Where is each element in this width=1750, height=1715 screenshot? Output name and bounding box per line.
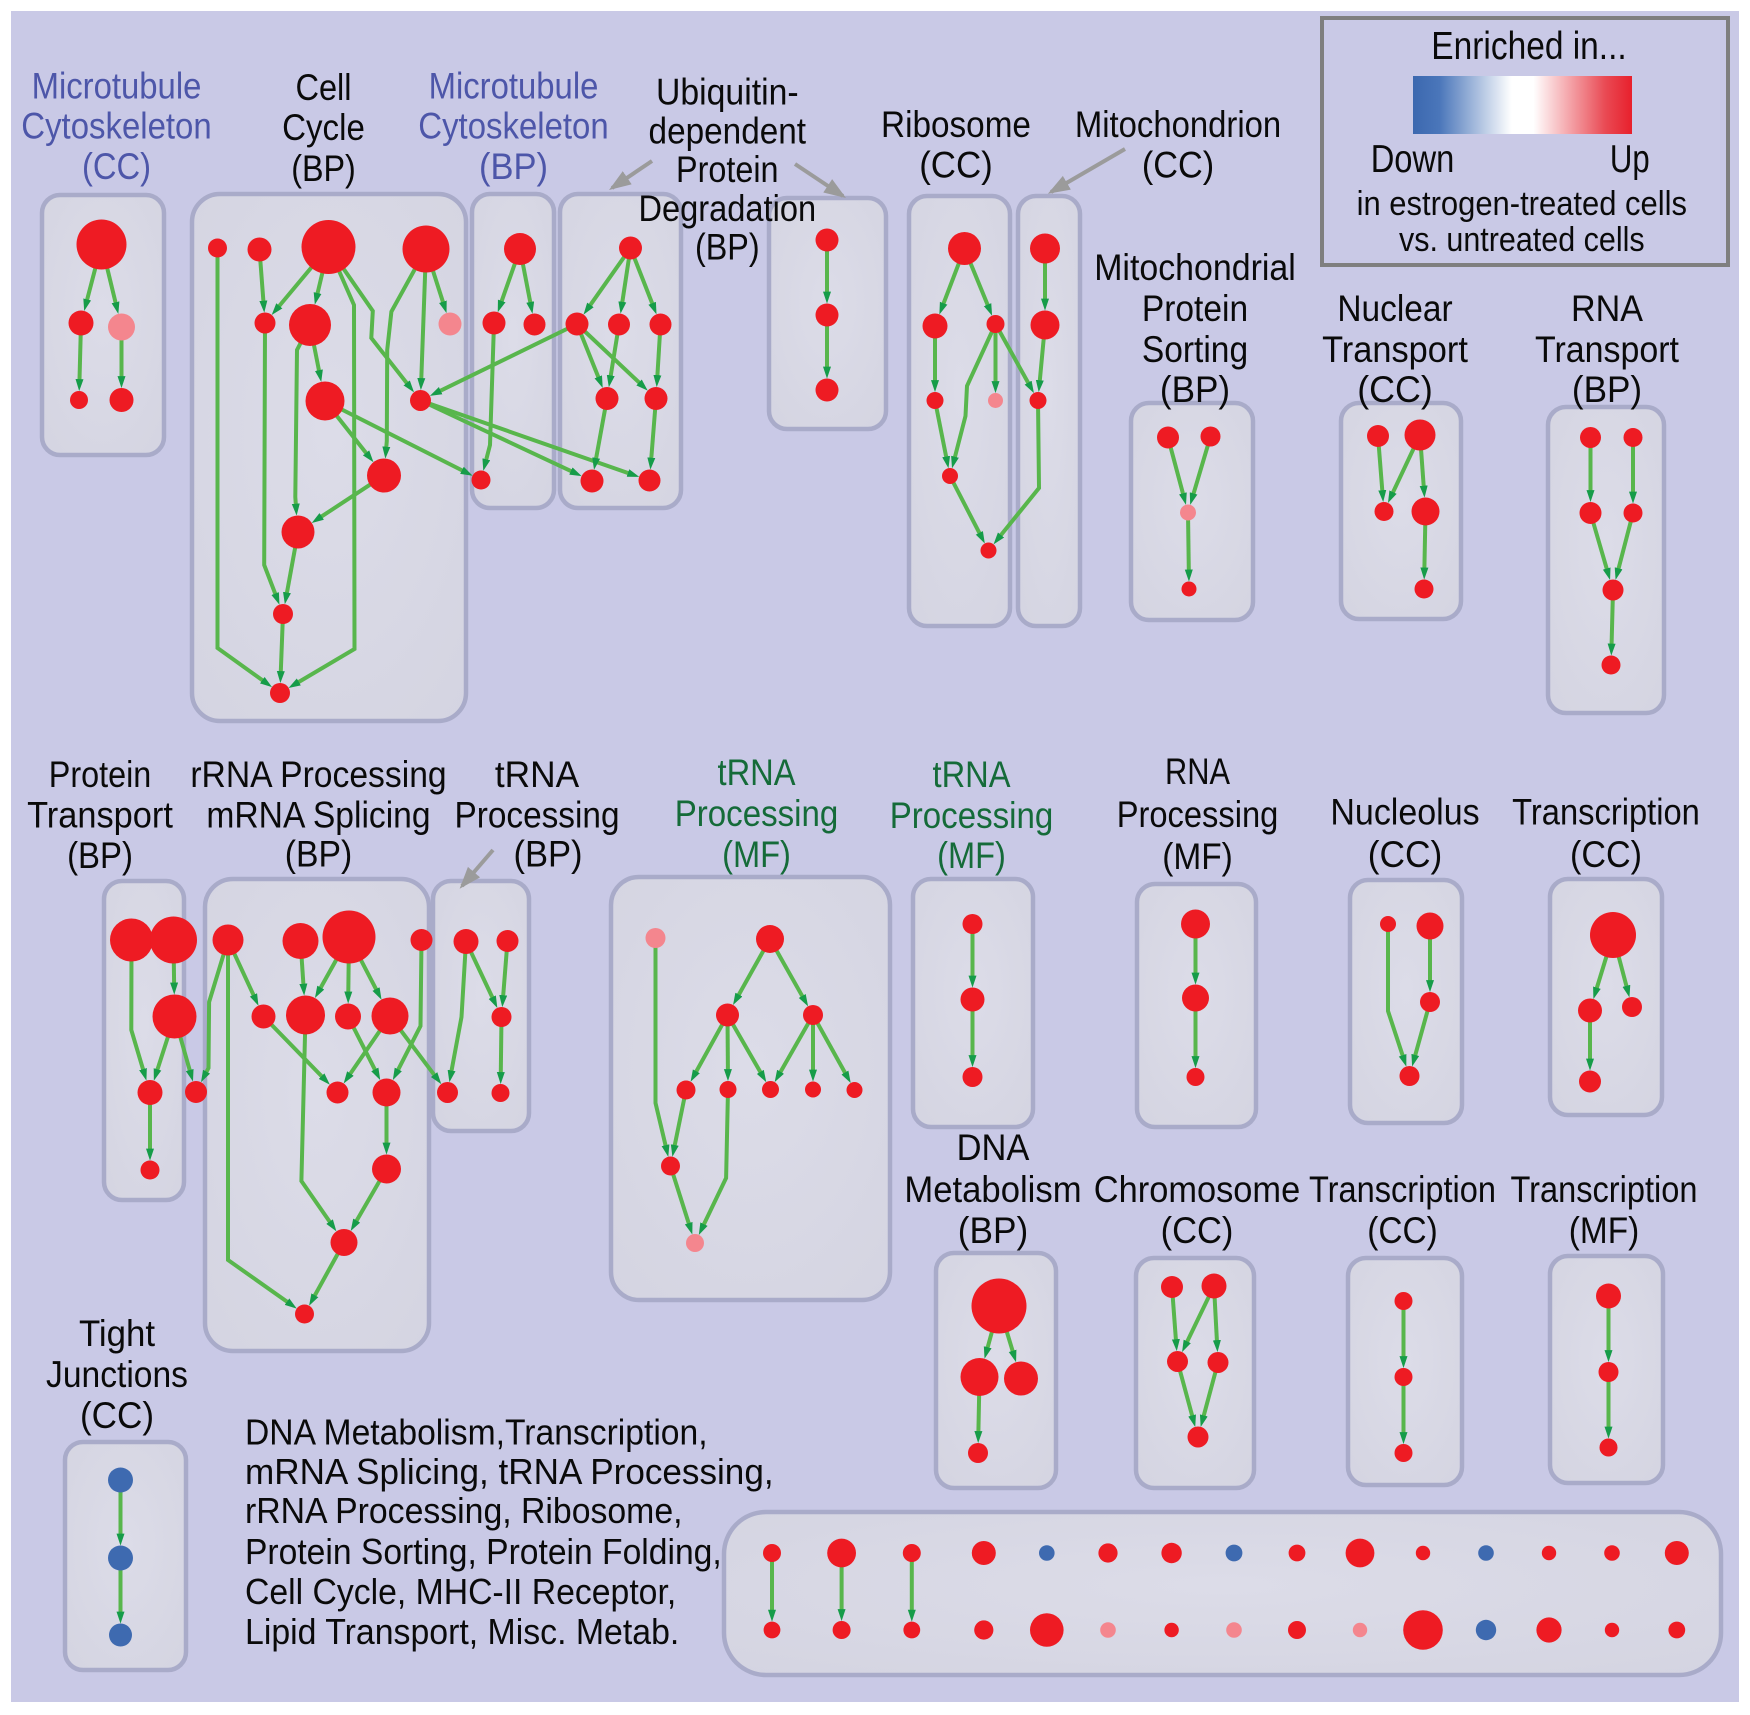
svg-text:rRNA Processing, Ribosome,: rRNA Processing, Ribosome, <box>245 1490 683 1531</box>
svg-text:Transport: Transport <box>1535 329 1680 370</box>
svg-text:Transport: Transport <box>27 795 173 836</box>
svg-text:Nucleolus: Nucleolus <box>1330 792 1479 833</box>
svg-text:tRNA: tRNA <box>933 754 1011 795</box>
svg-text:DNA: DNA <box>957 1127 1030 1168</box>
svg-text:Cycle: Cycle <box>282 107 365 148</box>
svg-text:(MF): (MF) <box>1162 836 1233 877</box>
svg-text:Ubiquitin-: Ubiquitin- <box>656 72 799 113</box>
svg-text:DNA Metabolism,Transcription,: DNA Metabolism,Transcription, <box>245 1412 708 1453</box>
svg-text:Up: Up <box>1610 138 1650 181</box>
svg-text:Microtubule: Microtubule <box>32 65 202 106</box>
svg-text:Transcription: Transcription <box>1309 1169 1496 1210</box>
svg-text:Protein: Protein <box>676 149 779 190</box>
svg-text:rRNA Processing: rRNA Processing <box>190 754 446 795</box>
svg-text:tRNA: tRNA <box>718 752 796 793</box>
svg-text:Tight: Tight <box>79 1313 156 1354</box>
svg-text:dependent: dependent <box>649 110 807 151</box>
svg-text:(BP): (BP) <box>67 835 133 876</box>
svg-text:in estrogen-treated cells: in estrogen-treated cells <box>1357 185 1687 223</box>
svg-text:Chromosome: Chromosome <box>1094 1169 1300 1210</box>
svg-text:(MF): (MF) <box>1569 1210 1639 1251</box>
svg-text:Cell Cycle, MHC-II Receptor,: Cell Cycle, MHC-II Receptor, <box>245 1571 676 1612</box>
svg-text:(BP): (BP) <box>958 1210 1028 1251</box>
svg-text:Down: Down <box>1371 138 1455 181</box>
svg-text:Enriched in...: Enriched in... <box>1431 25 1626 68</box>
svg-text:mRNA Splicing, tRNA Processing: mRNA Splicing, tRNA Processing, <box>245 1451 774 1492</box>
svg-text:Lipid Transport, Misc. Metab.: Lipid Transport, Misc. Metab. <box>245 1611 679 1652</box>
svg-text:(CC): (CC) <box>1357 369 1433 410</box>
svg-text:(CC): (CC) <box>82 146 151 187</box>
svg-text:(BP): (BP) <box>1160 369 1230 410</box>
svg-text:Junctions: Junctions <box>46 1354 188 1395</box>
svg-text:(CC): (CC) <box>1367 1210 1437 1251</box>
svg-text:(MF): (MF) <box>937 835 1006 876</box>
svg-text:Metabolism: Metabolism <box>904 1169 1081 1210</box>
svg-text:Processing: Processing <box>1117 794 1279 835</box>
svg-text:tRNA: tRNA <box>495 754 580 795</box>
svg-text:Nuclear: Nuclear <box>1337 288 1452 329</box>
svg-text:(CC): (CC) <box>1368 834 1443 875</box>
svg-text:Protein: Protein <box>1142 288 1248 329</box>
svg-text:vs. untreated cells: vs. untreated cells <box>1399 221 1645 259</box>
svg-text:Mitochondrial: Mitochondrial <box>1094 247 1296 288</box>
svg-text:Protein Sorting, Protein Foldi: Protein Sorting, Protein Folding, <box>245 1531 722 1572</box>
svg-text:Cell: Cell <box>295 67 351 108</box>
svg-text:(CC): (CC) <box>919 145 993 186</box>
svg-text:Microtubule: Microtubule <box>429 65 599 106</box>
svg-text:Mitochondrion: Mitochondrion <box>1075 104 1281 145</box>
svg-text:(BP): (BP) <box>285 834 352 875</box>
svg-text:(BP): (BP) <box>291 148 356 189</box>
svg-text:(BP): (BP) <box>1572 369 1642 410</box>
svg-text:(MF): (MF) <box>722 834 791 875</box>
svg-text:Sorting: Sorting <box>1142 329 1248 370</box>
svg-text:Degradation: Degradation <box>639 188 817 229</box>
svg-text:(BP): (BP) <box>513 834 582 875</box>
svg-text:mRNA Splicing: mRNA Splicing <box>206 795 430 836</box>
svg-text:Cytoskeleton: Cytoskeleton <box>418 106 608 147</box>
svg-text:Transport: Transport <box>1322 329 1468 370</box>
svg-text:(BP): (BP) <box>479 146 548 187</box>
svg-text:(CC): (CC) <box>1161 1210 1234 1251</box>
svg-text:(BP): (BP) <box>695 227 760 268</box>
svg-text:Processing: Processing <box>675 793 839 834</box>
svg-text:Transcription: Transcription <box>1511 1169 1698 1210</box>
svg-text:Protein: Protein <box>49 754 152 795</box>
svg-text:RNA: RNA <box>1165 751 1230 792</box>
svg-text:(CC): (CC) <box>80 1395 154 1436</box>
svg-text:Ribosome: Ribosome <box>881 104 1031 145</box>
svg-text:Processing: Processing <box>890 795 1054 836</box>
svg-text:Transcription: Transcription <box>1512 792 1700 833</box>
svg-text:Processing: Processing <box>454 795 619 836</box>
svg-text:Cytoskeleton: Cytoskeleton <box>21 106 211 147</box>
svg-text:(CC): (CC) <box>1570 834 1642 875</box>
svg-text:RNA: RNA <box>1571 288 1643 329</box>
svg-text:(CC): (CC) <box>1142 145 1214 186</box>
